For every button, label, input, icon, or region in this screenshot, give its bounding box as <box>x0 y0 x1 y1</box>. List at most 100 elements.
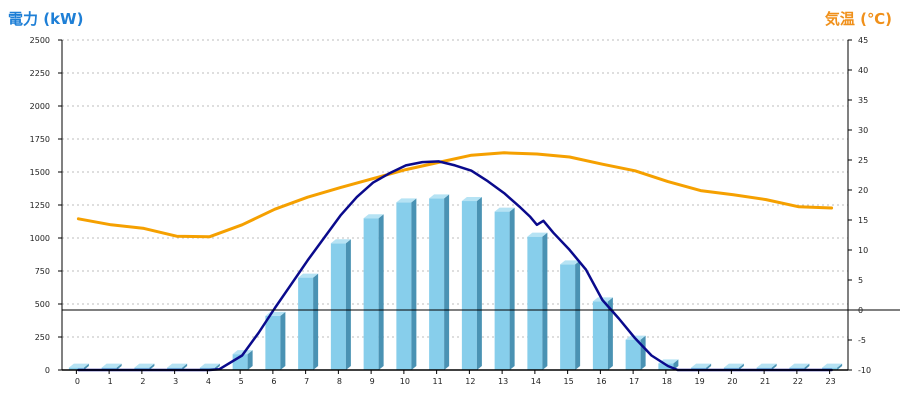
bar <box>658 363 674 370</box>
bar <box>429 198 445 370</box>
bar-side <box>116 363 122 370</box>
bar-side <box>575 260 581 370</box>
right-tick-label: 45 <box>858 36 868 45</box>
bar-top <box>298 273 319 278</box>
bar-side <box>149 363 155 370</box>
bar-side <box>247 350 253 370</box>
left-tick-label: 750 <box>35 267 50 276</box>
bar-side <box>640 335 646 370</box>
bar-top <box>461 197 482 202</box>
left-tick-label: 2250 <box>30 69 50 78</box>
bar-side <box>738 363 744 370</box>
x-tick-label: 20 <box>727 377 737 386</box>
x-tick-label: 13 <box>498 377 508 386</box>
bar <box>298 277 314 370</box>
x-tick-label: 6 <box>271 377 276 386</box>
right-tick-label: 5 <box>858 276 863 285</box>
bar-top <box>330 239 351 244</box>
bar-side <box>771 363 777 370</box>
bar-side <box>804 363 810 370</box>
power-line <box>77 160 833 372</box>
bar-side <box>345 239 351 370</box>
left-tick-label: 250 <box>35 333 50 342</box>
right-tick-label: 15 <box>858 216 868 225</box>
bar-top <box>167 363 188 368</box>
x-tick-label: 5 <box>239 377 244 386</box>
right-tick-label: 10 <box>858 246 868 255</box>
bar-top <box>396 198 417 203</box>
x-tick-label: 19 <box>695 377 705 386</box>
x-tick-label: 15 <box>564 377 574 386</box>
x-tick-label: 10 <box>400 377 410 386</box>
bar-side <box>378 214 384 370</box>
bar <box>560 264 576 370</box>
left-tick-label: 1750 <box>30 135 50 144</box>
line-series <box>76 151 834 372</box>
x-tick-label: 4 <box>206 377 211 386</box>
bar-top <box>527 232 548 237</box>
left-tick-label: 1500 <box>30 168 50 177</box>
bar <box>461 201 477 370</box>
x-tick-label: 23 <box>826 377 836 386</box>
left-tick-label: 500 <box>35 300 50 309</box>
x-tick-label: 14 <box>531 377 541 386</box>
x-tick-label: 3 <box>173 377 178 386</box>
x-tick-label: 0 <box>75 377 80 386</box>
bar-side <box>706 363 712 370</box>
bar-top <box>822 363 843 368</box>
x-tick-label: 1 <box>108 377 113 386</box>
left-tick-label: 2500 <box>30 36 50 45</box>
x-tick-label: 9 <box>370 377 375 386</box>
bar <box>363 218 379 370</box>
bar-side <box>280 311 286 370</box>
bar-top <box>691 363 712 368</box>
bar-top <box>68 363 89 368</box>
bar-side <box>411 198 417 370</box>
x-tick-label: 11 <box>433 377 443 386</box>
bar-side <box>837 363 843 370</box>
right-tick-label: 35 <box>858 96 868 105</box>
bar <box>330 243 346 370</box>
bar <box>527 236 543 370</box>
x-tick-label: 18 <box>662 377 672 386</box>
bar-side <box>607 297 613 370</box>
bar-top <box>494 207 515 212</box>
bar-top <box>363 214 384 219</box>
bar-side <box>313 273 319 370</box>
right-tick-label: 25 <box>858 156 868 165</box>
bar <box>396 202 412 370</box>
bar <box>68 367 84 370</box>
bar-series <box>68 194 843 370</box>
bar <box>592 301 608 370</box>
x-tick-label: 17 <box>629 377 639 386</box>
bar-top <box>199 363 220 368</box>
x-tick-label: 16 <box>596 377 606 386</box>
bar-side <box>476 197 482 370</box>
bar-top <box>723 363 744 368</box>
bar-side <box>673 359 679 370</box>
bar-top <box>134 363 155 368</box>
left-tick-label: 2000 <box>30 102 50 111</box>
bar <box>625 339 641 370</box>
x-tick-label: 8 <box>337 377 342 386</box>
bar-top <box>789 363 810 368</box>
bar <box>494 211 510 370</box>
x-tick-label: 7 <box>304 377 309 386</box>
axes: 02505007501000125015001750200022502500-1… <box>30 36 900 386</box>
bar-top <box>232 350 253 355</box>
bar-side <box>509 207 515 370</box>
right-tick-label: -10 <box>858 366 871 375</box>
left-tick-label: 1250 <box>30 201 50 210</box>
bar-side <box>542 232 548 370</box>
right-tick-label: 40 <box>858 66 868 75</box>
x-tick-label: 21 <box>760 377 770 386</box>
right-tick-label: 0 <box>858 306 863 315</box>
bar-side <box>182 363 188 370</box>
right-tick-label: 20 <box>858 186 868 195</box>
right-tick-label: -5 <box>858 336 866 345</box>
right-axis-title: 気温 (℃) <box>825 10 892 28</box>
bar-top <box>429 194 450 199</box>
x-tick-label: 2 <box>140 377 145 386</box>
temperature-line <box>76 151 834 239</box>
